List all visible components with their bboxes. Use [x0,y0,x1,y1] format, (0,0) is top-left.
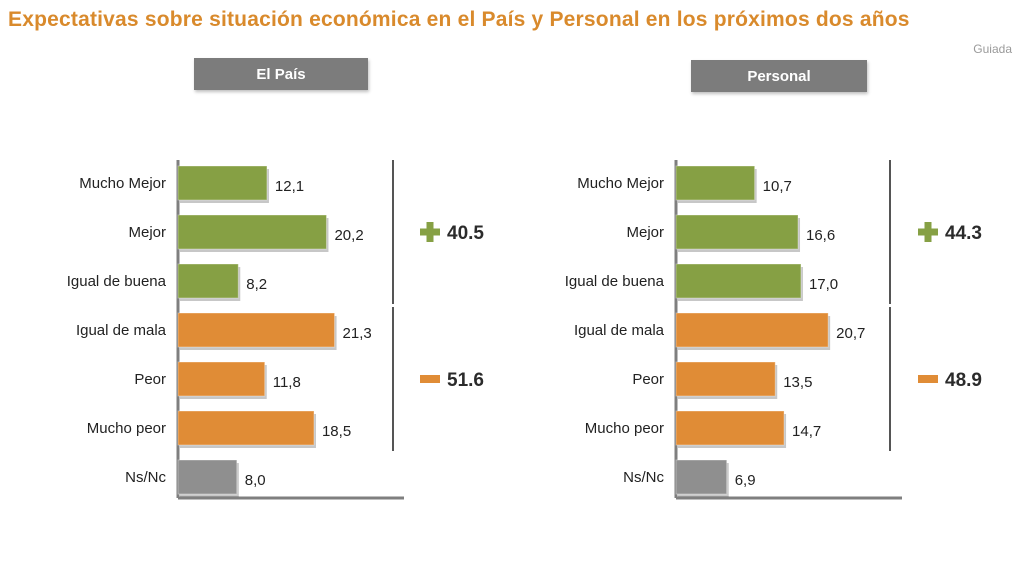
pais-category-label: Mucho Mejor [79,175,166,192]
personal-bar-mucho-peor [675,410,785,446]
pais-bar-peor [177,361,266,397]
personal-value-label: 10,7 [763,178,792,195]
personal-value-label: 20,7 [836,325,865,342]
pais-value-label: 12,1 [275,178,304,195]
pais-category-label: Igual de mala [76,322,167,339]
pais-bar-ns-nc [177,459,238,495]
personal-value-label: 13,5 [783,374,812,391]
pais-bar-mejor [177,214,327,250]
pais-category-label: Mejor [128,224,166,241]
source-label: Guiada [973,42,1012,56]
personal-category-label: Mejor [626,224,664,241]
pais-value-label: 20,2 [334,227,363,244]
personal-bar-ns-nc [675,459,728,495]
plus-icon [420,222,440,242]
personal-bar-igual-de-buena [675,263,802,299]
pais-category-label: Ns/Nc [125,469,166,486]
pais-value-label: 11,8 [273,374,301,391]
personal-category-label: Peor [632,371,664,388]
pais-total-negative: 51.6 [447,370,484,391]
pais-category-label: Igual de buena [67,273,167,290]
panel-header-pais: El País [194,58,368,90]
plus-icon [918,222,938,242]
pais-category-label: Peor [134,371,166,388]
personal-bar-igual-de-mala [675,312,829,348]
personal-total-positive: 44.3 [945,223,982,244]
personal-bar-mejor [675,214,799,250]
personal-value-label: 14,7 [792,423,821,440]
pais-bar-igual-de-mala [177,312,336,348]
personal-value-label: 17,0 [809,276,838,293]
personal-total-negative: 48.9 [945,370,982,391]
personal-bar-peor [675,361,776,397]
pais-category-label: Mucho peor [87,420,166,437]
personal-category-label: Igual de buena [565,273,665,290]
personal-category-label: Mucho peor [585,420,664,437]
pais-value-label: 8,2 [246,276,267,293]
page-title: Expectativas sobre situación económica e… [8,8,910,31]
pais-bar-igual-de-buena [177,263,239,299]
pais-value-label: 21,3 [343,325,372,342]
pais-total-positive: 40.5 [447,223,484,244]
personal-value-label: 16,6 [806,227,835,244]
personal-value-label: 6,9 [735,472,756,489]
minus-icon [420,375,440,383]
personal-bar-mucho-mejor [675,165,756,201]
panel-header-personal: Personal [691,60,867,92]
personal-category-label: Igual de mala [574,322,665,339]
personal-category-label: Mucho Mejor [577,175,664,192]
pais-bar-mucho-peor [177,410,315,446]
pais-value-label: 18,5 [322,423,351,440]
minus-icon [918,375,938,383]
pais-value-label: 8,0 [245,472,266,489]
personal-category-label: Ns/Nc [623,469,664,486]
pais-bar-mucho-mejor [177,165,268,201]
